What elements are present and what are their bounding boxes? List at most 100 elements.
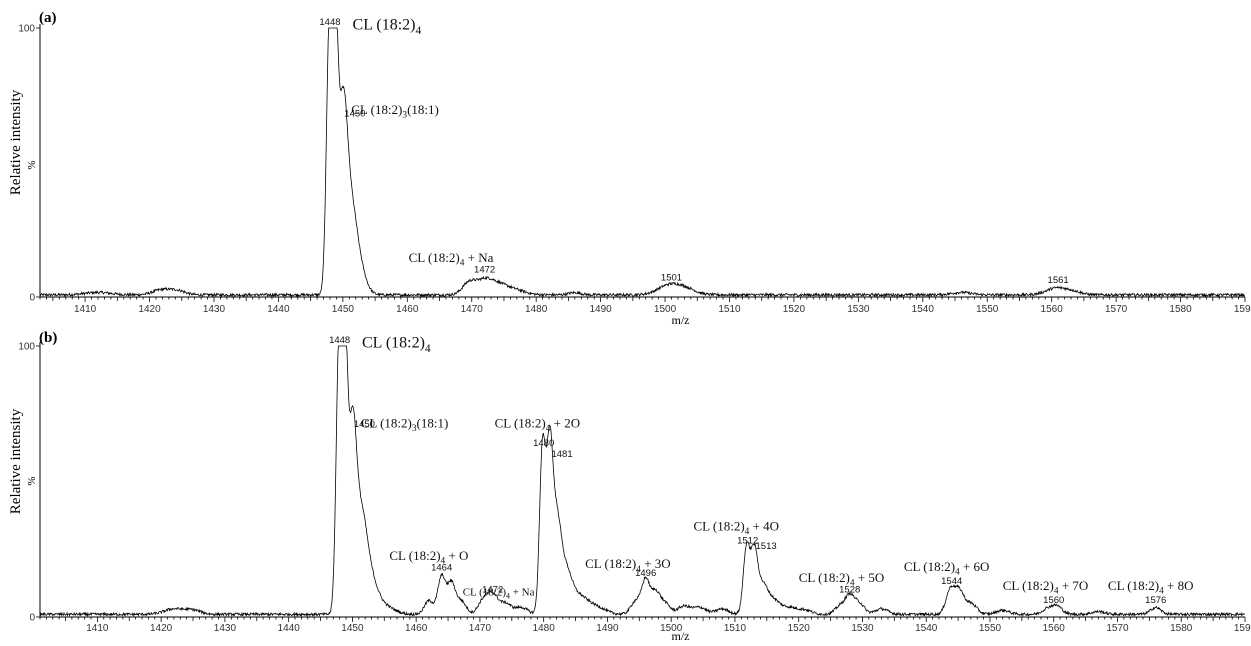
- compound-annotation: CL (18:2)4 + 3O: [585, 556, 671, 575]
- x-tick-label: 1410: [86, 623, 109, 634]
- x-tick-label: 1580: [1170, 623, 1193, 634]
- annotation-tail: + 6O: [960, 559, 990, 574]
- annotation-base: CL (18:2): [353, 16, 416, 33]
- panel-label: (b): [39, 330, 57, 346]
- x-tick-label: 1580: [1169, 304, 1192, 315]
- y-tick-label: 0: [29, 293, 35, 304]
- y-tick-label: 100: [18, 24, 35, 35]
- peak-label: 1513: [756, 541, 777, 552]
- annotation-subscript: 3: [402, 111, 407, 121]
- x-tick-label: 1480: [533, 623, 556, 634]
- x-tick-label: 1550: [979, 623, 1002, 634]
- panel-a: 1410 1420 1430 1440 1450 1460 1470 1480 1490 1500…: [8, 10, 1251, 327]
- compound-annotation: CL (18:2)4 + Na: [409, 250, 494, 269]
- peak-label: 1472: [474, 264, 495, 275]
- spectrum-trace: [39, 345, 1246, 618]
- annotation-tail: + Na: [464, 250, 493, 265]
- annotation-base: CL (18:2): [1003, 578, 1054, 593]
- x-tick-label: 1510: [718, 304, 741, 315]
- x-tick-label: 1530: [851, 623, 874, 634]
- x-axis-label: m/z: [672, 629, 690, 641]
- annotation-base: CL (18:2): [694, 518, 745, 533]
- x-tick-label: 1430: [214, 623, 237, 634]
- peak-label: 1544: [941, 576, 962, 587]
- annotation-base: CL (18:2): [361, 415, 412, 430]
- annotation-subscript: 4: [546, 424, 551, 434]
- compound-annotation: CL (18:2)4 + 4O: [694, 518, 780, 537]
- panel-b: 1410 1420 1430 1440 1450 1460 1470 1480 1490 1500…: [8, 330, 1251, 643]
- peak-label: 1496: [635, 568, 656, 579]
- x-tick-label: 1430: [203, 304, 226, 315]
- annotation-tail: + O: [445, 548, 468, 563]
- annotation-subscript: 4: [850, 578, 855, 588]
- annotation-subscript: 4: [415, 25, 421, 37]
- annotation-subscript: 4: [441, 557, 446, 567]
- annotation-subscript: 4: [1159, 587, 1164, 597]
- x-tick-label: 1470: [461, 304, 484, 315]
- y-axis-label: Relative intensity: [8, 408, 24, 514]
- y-axis-unit: %: [26, 160, 38, 169]
- peak-label: 1561: [1048, 275, 1069, 286]
- x-tick-label: 1550: [976, 304, 999, 315]
- x-tick-label: 1520: [788, 623, 811, 634]
- x-tick-label: 1530: [847, 304, 870, 315]
- y-tick-label: 100: [18, 342, 35, 353]
- x-tick-label: 1490: [596, 623, 619, 634]
- peak-label: 1448: [329, 335, 350, 346]
- annotation-base: CL (18:2): [585, 556, 636, 571]
- annotation-tail: + 5O: [855, 570, 885, 585]
- annotation-tail: + 4O: [749, 518, 779, 533]
- x-tick-label: 1460: [396, 304, 419, 315]
- peak-label: 1501: [661, 273, 682, 284]
- peak-label: 1472: [482, 584, 503, 595]
- peak-label: 1450: [344, 108, 365, 119]
- x-tick-label: 1470: [469, 623, 492, 634]
- annotation-subscript: 4: [745, 527, 750, 537]
- x-tick-label: 1560: [1041, 304, 1064, 315]
- spectrum-trace: [39, 27, 1245, 298]
- annotation-base: CL (18:2): [351, 102, 402, 117]
- peak-label: 1464: [431, 563, 452, 574]
- annotation-subscript: 3: [412, 424, 417, 434]
- annotation-base: CL (18:2): [362, 334, 425, 351]
- x-tick-label: 1420: [150, 623, 173, 634]
- x-tick-label: 1420: [138, 304, 161, 315]
- annotation-tail: + 8O: [1164, 578, 1194, 593]
- x-tick-label: 1480: [525, 304, 548, 315]
- annotation-base: CL (18:2): [904, 559, 955, 574]
- annotation-tail: (18:1): [407, 102, 439, 117]
- peak-label: 1512: [737, 536, 758, 547]
- compound-annotation: CL (18:2)3(18:1): [351, 102, 439, 121]
- annotation-tail: (18:1): [417, 415, 449, 430]
- annotation-tail: + 2O: [550, 415, 580, 430]
- annotation-subscript: 4: [425, 343, 431, 355]
- x-tick-label: 1460: [405, 623, 428, 634]
- annotation-tail: + Na: [510, 586, 535, 598]
- x-tick-label: 1410: [74, 304, 97, 315]
- peak-label: 1481: [551, 449, 572, 460]
- annotation-base: CL (18:2): [495, 415, 546, 430]
- x-tick-label: 1500: [654, 304, 677, 315]
- annotation-subscript: 4: [636, 565, 641, 575]
- panel-label: (a): [39, 10, 57, 26]
- compound-annotation: CL (18:2)4: [353, 16, 422, 36]
- annotation-subscript: 4: [955, 568, 960, 578]
- x-tick-label: 1540: [915, 623, 938, 634]
- annotation-tail: + 3O: [641, 556, 671, 571]
- peak-label: 1480: [533, 438, 554, 449]
- x-tick-label: 1570: [1106, 623, 1129, 634]
- y-axis-label: Relative intensity: [8, 89, 24, 195]
- compound-annotation: CL (18:2)4 + 8O: [1108, 578, 1194, 597]
- x-tick-label: 1510: [724, 623, 747, 634]
- compound-annotation: CL (18:2)4 + O: [389, 548, 468, 567]
- compound-annotation: CL (18:2)4 + 7O: [1003, 578, 1089, 597]
- annotation-base: CL (18:2): [799, 570, 850, 585]
- peak-label: 1450: [354, 419, 375, 430]
- compound-annotation: CL (18:2)4 + 6O: [904, 559, 990, 578]
- annotation-base: CL (18:2): [389, 548, 440, 563]
- x-tick-label: 1500: [660, 623, 683, 634]
